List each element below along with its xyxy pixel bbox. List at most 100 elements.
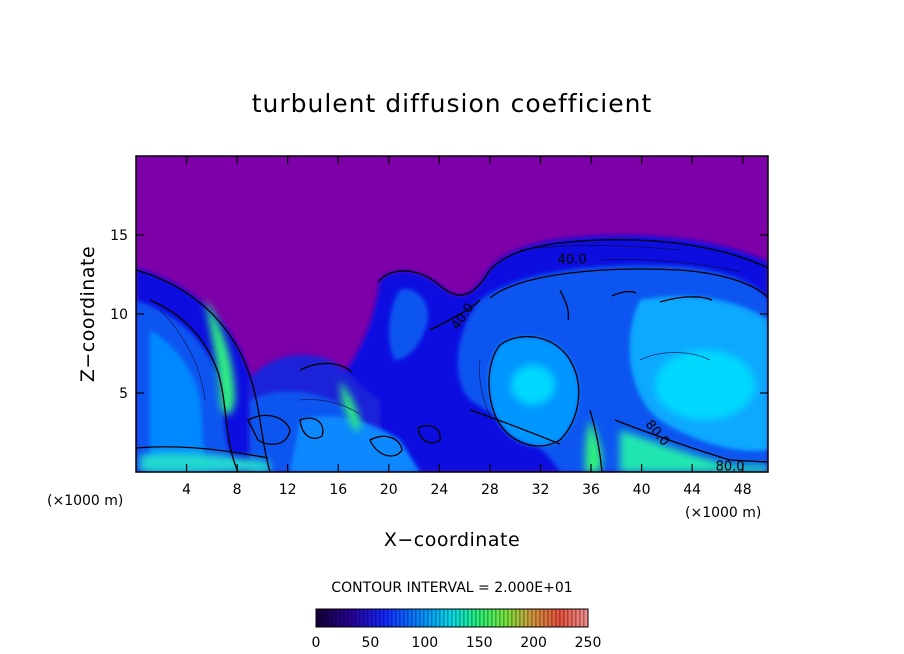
colorbar-cell — [515, 608, 521, 628]
colorbar-cell — [455, 608, 461, 628]
colorbar-cell — [507, 608, 513, 628]
colorbar-cell — [539, 608, 545, 628]
colorbar-cell — [435, 608, 441, 628]
colorbar-tick-label: 0 — [312, 635, 321, 651]
contour-thin-lines — [159, 245, 741, 421]
x-tick-label: 20 — [380, 482, 398, 498]
x-axis-left-unit: (×1000 m) — [47, 493, 123, 509]
colorbar-cell — [555, 608, 561, 628]
colorbar-cell — [511, 608, 517, 628]
x-tick-label: 12 — [279, 482, 297, 498]
x-tick-label: 44 — [683, 482, 701, 498]
x-tick-label: 4 — [182, 482, 191, 498]
colorbar-cell — [375, 608, 381, 628]
colorbar-cell — [567, 608, 573, 628]
colorbar-cell — [487, 608, 493, 628]
y-tick-label: 10 — [110, 307, 128, 323]
x-axis-right-unit: (×1000 m) — [685, 505, 761, 521]
x-axis-ticks: 4 8 12 16 20 24 28 32 36 40 44 48 — [182, 156, 752, 498]
colorbar-tick-label: 150 — [466, 635, 493, 651]
colorbar-cell — [475, 608, 481, 628]
colorbar-cell — [387, 608, 393, 628]
colorbar-tick-label: 100 — [411, 635, 438, 651]
colorbar-cell — [543, 608, 549, 628]
y-axis-label: Z−coordinate — [77, 246, 99, 382]
colorbar-tick-labels: 0 50 100 150 200 250 — [312, 635, 602, 651]
colorbar-cell — [319, 608, 325, 628]
colorbar-cell — [359, 608, 365, 628]
y-tick-label: 5 — [119, 386, 128, 402]
colorbar-cell — [423, 608, 429, 628]
x-tick-label: 32 — [532, 482, 550, 498]
x-tick-label: 36 — [582, 482, 600, 498]
colorbar-cell — [575, 608, 581, 628]
colorbar-cell — [335, 608, 341, 628]
colorbar-cell — [315, 608, 321, 628]
colorbar-frame — [315, 608, 589, 628]
colorbar-tick-label: 200 — [520, 635, 547, 651]
colorbar-cell — [471, 608, 477, 628]
colorbar-cell — [491, 608, 497, 628]
colorbar-cell — [531, 608, 537, 628]
x-tick-label: 24 — [430, 482, 448, 498]
contour-interval-text: CONTOUR INTERVAL = 2.000E+01 — [331, 580, 572, 596]
colorbar-cell — [427, 608, 433, 628]
colorbar-cell — [535, 608, 541, 628]
chart-title: turbulent diffusion coefficient — [252, 89, 653, 118]
colorbar-cell — [495, 608, 501, 628]
colorbar-cell — [351, 608, 357, 628]
colorbar-cell — [483, 608, 489, 628]
colorbar-cell — [419, 608, 425, 628]
colorbar-cell — [443, 608, 449, 628]
colorbar: 0 50 100 150 200 250 — [312, 608, 602, 651]
colorbar-cell — [563, 608, 569, 628]
colorbar-cell — [367, 608, 373, 628]
plot-area: 40.040.080.080.0 — [136, 156, 768, 474]
colorbar-cell — [499, 608, 505, 628]
colorbar-cell — [467, 608, 473, 628]
colorbar-cell — [403, 608, 409, 628]
colorbar-tick-label: 50 — [361, 635, 379, 651]
colorbar-cell — [331, 608, 337, 628]
colorbar-cell — [399, 608, 405, 628]
colorbar-cell — [571, 608, 577, 628]
colorbar-cell — [327, 608, 333, 628]
colorbar-cell — [407, 608, 413, 628]
y-tick-label: 15 — [110, 228, 128, 244]
colorbar-cell — [523, 608, 529, 628]
colorbar-cell — [363, 608, 369, 628]
colorbar-cell — [559, 608, 565, 628]
x-tick-label: 40 — [633, 482, 651, 498]
colorbar-cell — [479, 608, 485, 628]
x-tick-label: 8 — [233, 482, 242, 498]
colorbar-cell — [459, 608, 465, 628]
colorbar-cell — [415, 608, 421, 628]
colorbar-cell — [503, 608, 509, 628]
contour-label: 80.0 — [716, 459, 745, 474]
colorbar-cell — [323, 608, 329, 628]
colorbar-cell — [339, 608, 345, 628]
colorbar-cell — [355, 608, 361, 628]
colorbar-cell — [463, 608, 469, 628]
colorbar-cell — [383, 608, 389, 628]
colorbar-cell — [439, 608, 445, 628]
colorbar-cell — [551, 608, 557, 628]
colorbar-tick-label: 250 — [575, 635, 602, 651]
colorbar-cell — [371, 608, 377, 628]
colorbar-cells — [315, 608, 589, 628]
colorbar-cell — [347, 608, 353, 628]
contour-lines — [136, 239, 768, 472]
colorbar-cell — [527, 608, 533, 628]
colorbar-cell — [391, 608, 397, 628]
colorbar-cell — [379, 608, 385, 628]
colorbar-cell — [547, 608, 553, 628]
colorbar-cell — [343, 608, 349, 628]
colorbar-cell — [451, 608, 457, 628]
colorbar-cell — [579, 608, 585, 628]
colorbar-cell — [411, 608, 417, 628]
colorbar-cell — [519, 608, 525, 628]
field-peak-layer — [140, 300, 768, 472]
colorbar-cell — [447, 608, 453, 628]
colorbar-cell — [395, 608, 401, 628]
colorbar-cell — [431, 608, 437, 628]
